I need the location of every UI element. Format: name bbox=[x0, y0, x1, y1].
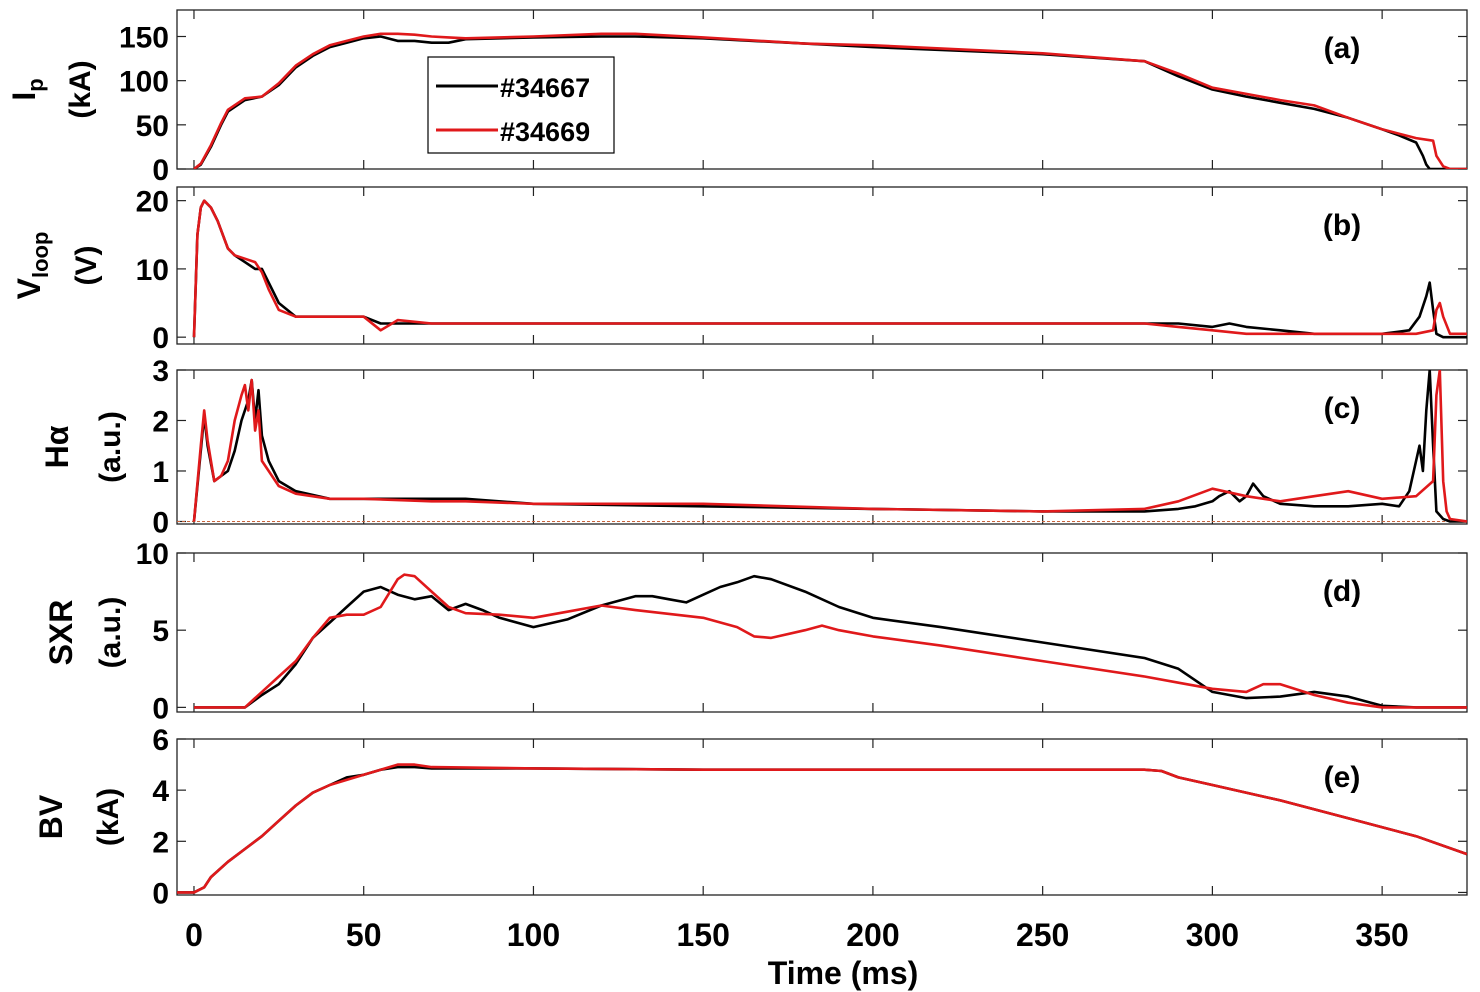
panel-frame bbox=[176, 369, 1468, 525]
series-line-34669 bbox=[194, 573, 1467, 709]
panel-tag: (c) bbox=[1324, 392, 1361, 425]
panel-a: 0 50 100 150 (a) Ip (kA) bbox=[6, 9, 1468, 187]
y-tick-label: 10 bbox=[136, 254, 169, 287]
y-tick-label: 1 bbox=[152, 456, 169, 489]
y-axis-label: Hα bbox=[39, 425, 75, 468]
panel-d: 0 5 10 (d) SXR (a.u.) bbox=[43, 538, 1468, 725]
y-tick-label: 0 bbox=[152, 877, 169, 910]
y-tick-label: 0 bbox=[152, 322, 169, 355]
series-group bbox=[177, 763, 1467, 894]
y-tick-label: 0 bbox=[152, 154, 169, 187]
y-axis-label: Ip bbox=[6, 78, 48, 100]
legend-box bbox=[427, 56, 615, 154]
y-tick-label: 2 bbox=[152, 826, 169, 859]
x-tick-label: 250 bbox=[1016, 917, 1069, 953]
x-tick-label: 0 bbox=[185, 917, 203, 953]
y-axis-unit: (kA) bbox=[64, 60, 97, 118]
y-tick-label: 150 bbox=[119, 22, 169, 55]
y-tick-label: 3 bbox=[152, 355, 169, 388]
x-tick-label: 50 bbox=[346, 917, 382, 953]
legend: #34667 #34669 bbox=[427, 56, 615, 154]
y-tick-label: 2 bbox=[152, 405, 169, 438]
series-group bbox=[194, 573, 1467, 709]
series-line-34667 bbox=[177, 765, 1467, 894]
series-line-34667 bbox=[192, 199, 1467, 339]
series-group bbox=[193, 32, 1467, 169]
series-line-34667 bbox=[194, 574, 1467, 709]
legend-label-34667: #34667 bbox=[500, 73, 590, 103]
y-axis-label: SXR bbox=[43, 600, 79, 666]
y-tick-label: 50 bbox=[136, 110, 169, 143]
panel-frame bbox=[176, 738, 1468, 896]
y-tick-label: 0 bbox=[152, 692, 169, 725]
series-line-34669 bbox=[177, 763, 1467, 894]
y-axis-unit: (a.u.) bbox=[94, 411, 127, 483]
panel-frame bbox=[176, 186, 1468, 345]
x-tick-label: 150 bbox=[676, 917, 729, 953]
panel-tag: (d) bbox=[1323, 575, 1361, 608]
y-axis-unit: (V) bbox=[70, 246, 103, 286]
series-line-34667 bbox=[192, 370, 1467, 523]
panel-frame bbox=[176, 552, 1468, 713]
panel-e: 0 2 4 6 (e) BV (kA) bbox=[33, 724, 1468, 910]
y-axis-label: Vloop bbox=[11, 232, 53, 300]
x-tick-label: 200 bbox=[846, 917, 899, 953]
x-axis-label: Time (ms) bbox=[768, 955, 919, 991]
y-tick-label: 0 bbox=[152, 506, 169, 539]
x-tick-label: 350 bbox=[1355, 917, 1408, 953]
panel-tag: (b) bbox=[1323, 209, 1361, 242]
series-line-34669 bbox=[192, 370, 1467, 523]
y-tick-label: 20 bbox=[136, 186, 169, 219]
panel-c: 0 1 2 3 (c) Hα (a.u.) bbox=[39, 355, 1468, 539]
legend-label-34669: #34669 bbox=[500, 117, 590, 147]
y-tick-label: 10 bbox=[136, 538, 169, 571]
y-tick-label: 4 bbox=[152, 775, 169, 808]
panel-tag: (a) bbox=[1324, 32, 1361, 65]
y-axis-label: BV bbox=[33, 794, 69, 839]
series-group bbox=[192, 199, 1467, 339]
series-group bbox=[192, 370, 1467, 523]
series-line-34669 bbox=[193, 32, 1467, 169]
y-tick-label: 6 bbox=[152, 724, 169, 757]
y-tick-label: 100 bbox=[119, 66, 169, 99]
y-axis-unit: (kA) bbox=[92, 788, 125, 846]
y-tick-label: 5 bbox=[152, 615, 169, 648]
series-line-34669 bbox=[192, 199, 1467, 338]
series-line-34667 bbox=[193, 35, 1467, 169]
x-tick-label: 100 bbox=[507, 917, 560, 953]
panel-frame bbox=[176, 9, 1468, 170]
x-tick-label: 300 bbox=[1186, 917, 1239, 953]
y-axis-unit: (a.u.) bbox=[94, 597, 127, 669]
panel-b: 0 10 20 (b) Vloop (V) bbox=[11, 186, 1468, 355]
panel-tag: (e) bbox=[1324, 761, 1361, 794]
